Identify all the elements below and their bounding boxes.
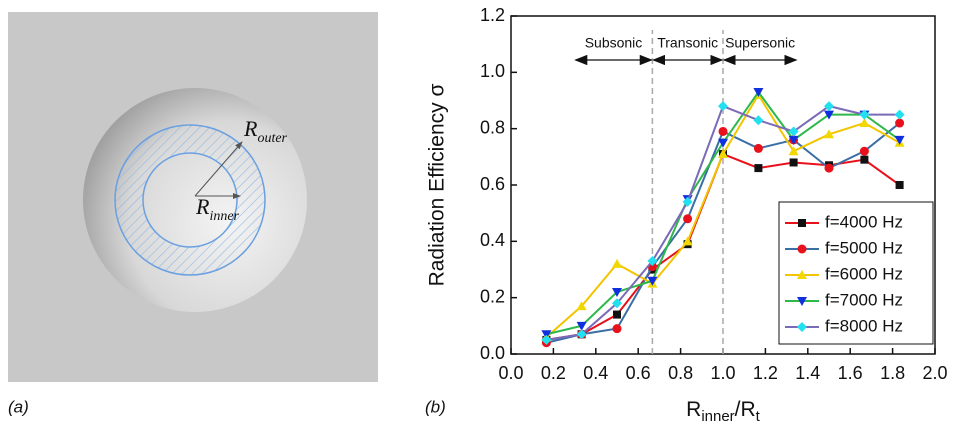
region-label: Transonic (657, 35, 718, 51)
marker (612, 298, 622, 309)
x-tick-label: 1.2 (753, 363, 778, 383)
x-tick-label: 0.4 (583, 363, 608, 383)
region-label: Subsonic (585, 35, 643, 51)
x-axis-label-part: /R (735, 398, 756, 421)
y-tick-label: 0.2 (480, 286, 505, 306)
marker (682, 236, 693, 246)
y-tick-label: 0.8 (480, 117, 505, 137)
marker (718, 101, 728, 112)
marker (895, 181, 904, 189)
y-axis-label: Radiation Efficiency σ (426, 84, 449, 287)
series (541, 101, 905, 345)
marker (576, 321, 587, 331)
marker (541, 334, 552, 345)
marker (647, 256, 658, 267)
marker (576, 301, 587, 311)
x-tick-label: 1.4 (795, 363, 820, 383)
marker (824, 110, 834, 120)
marker (894, 135, 905, 145)
marker (753, 143, 763, 153)
legend: f=4000 Hz f=5000 Hz f=6000 Hz f=7000 Hz f=80… (778, 201, 934, 345)
marker (824, 101, 834, 112)
panel-a: Router Rinner (a) (8, 12, 378, 416)
marker (718, 126, 728, 136)
x-tick-label: 1.6 (838, 363, 863, 383)
marker (718, 138, 728, 148)
x-tick-label: 1.0 (710, 363, 735, 383)
panel-label: (b) (425, 397, 446, 416)
marker (613, 310, 621, 319)
marker (576, 329, 587, 340)
marker (682, 196, 693, 207)
marker (788, 126, 799, 137)
y-tick-label: 0.0 (480, 343, 505, 363)
marker (754, 164, 763, 173)
marker (683, 214, 693, 224)
marker (541, 330, 552, 340)
marker (753, 88, 764, 98)
marker (824, 163, 834, 173)
x-tick-label: 2.0 (922, 363, 947, 383)
x-axis-label-part: inner (701, 408, 734, 425)
marker (797, 322, 807, 332)
legend-label: f=6000 Hz (825, 264, 903, 283)
y-tick-label: 1.0 (480, 61, 505, 81)
y-tick-label: 0.6 (480, 174, 505, 194)
legend-label: f=7000 Hz (825, 290, 903, 309)
marker (797, 244, 807, 254)
y-tick-label: 0.4 (480, 230, 505, 250)
marker (798, 219, 806, 227)
symbol: R (243, 116, 258, 141)
x-axis-label-part: t (756, 408, 761, 425)
symbol: R (195, 194, 210, 219)
marker (859, 146, 869, 156)
marker (797, 297, 807, 306)
marker (788, 135, 799, 145)
marker (824, 129, 834, 139)
region-label: Supersonic (725, 35, 795, 51)
annulus (114, 124, 266, 276)
outer-radius (194, 141, 243, 197)
marker (788, 146, 799, 156)
marker (647, 276, 658, 286)
marker (612, 288, 622, 298)
y-tick-label: 1.2 (480, 5, 505, 25)
r-inner-label: Rinner (195, 194, 240, 224)
legend-label: f=5000 Hz (825, 238, 903, 257)
x-tick-label: 0.8 (668, 363, 693, 383)
marker (894, 109, 905, 120)
marker (860, 155, 869, 164)
x-axis-label: Rinner/Rt (686, 398, 761, 425)
x-tick-label: 0.0 (498, 363, 523, 383)
x-tick-label: 0.2 (541, 363, 566, 383)
r-outer-label: Router (243, 116, 288, 146)
marker (612, 324, 622, 334)
marker (859, 109, 870, 120)
panel-label: (a) (8, 397, 29, 416)
subscript: outer (257, 131, 287, 146)
marker (612, 258, 622, 268)
marker (797, 270, 807, 279)
marker (859, 118, 870, 128)
x-tick-label: 0.6 (626, 363, 651, 383)
marker (753, 115, 764, 126)
legend-label: f=8000 Hz (825, 316, 903, 335)
marker (895, 118, 905, 128)
legend-label: f=4000 Hz (825, 212, 903, 231)
marker (789, 158, 798, 167)
x-axis-label-part: R (686, 398, 701, 421)
x-tick-label: 1.8 (880, 363, 905, 383)
subscript: inner (209, 209, 239, 224)
marker (718, 149, 728, 159)
